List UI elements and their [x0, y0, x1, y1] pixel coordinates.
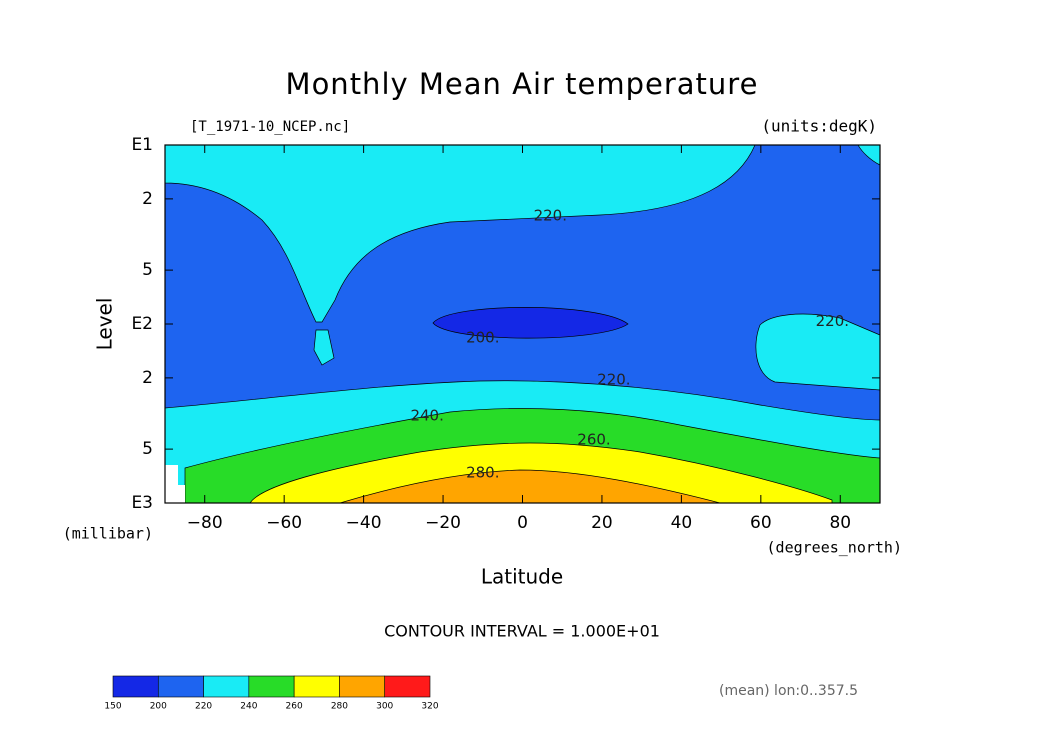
- contour-label: 200.: [466, 329, 499, 347]
- contour-fill: [339, 469, 721, 504]
- x-tick-label: 60: [750, 513, 772, 533]
- y-axis-label: Level: [93, 298, 117, 351]
- missing-data: [165, 465, 185, 503]
- units: (units:degK): [761, 117, 877, 136]
- colorbar-label: 200: [150, 702, 167, 712]
- contour-label: 220.: [816, 312, 849, 330]
- contour-fill: [755, 313, 881, 391]
- contour-interval: CONTOUR INTERVAL = 1.000E+01: [384, 622, 660, 641]
- contour-fill: [432, 307, 629, 339]
- x-tick-label: −80: [187, 513, 223, 533]
- contour-label: 280.: [466, 463, 499, 481]
- colorbar-label: 240: [240, 702, 257, 712]
- colorbar-label: 220: [195, 702, 212, 712]
- colorbar-label: 320: [421, 702, 438, 712]
- x-tick-label: 0: [517, 513, 528, 533]
- colorbar-swatch: [384, 675, 431, 698]
- y-tick-label: 2: [142, 189, 153, 209]
- x-tick-label: 20: [591, 513, 613, 533]
- plot-area: 220. 200. 220. 220. 240. 260. 280.: [164, 144, 881, 504]
- contour-fill: [313, 329, 335, 366]
- contour-fill: [164, 144, 756, 323]
- y-unit: (millibar): [63, 525, 153, 543]
- colorbar-swatch: [293, 675, 340, 698]
- x-axis-label: Latitude: [481, 565, 563, 589]
- contour-label: 220.: [597, 371, 630, 389]
- colorbar-label: 300: [376, 702, 393, 712]
- y-tick-label: 5: [142, 439, 153, 459]
- contour-label: 220.: [534, 207, 567, 225]
- contour-label: 240.: [410, 407, 443, 425]
- colorbar-swatch: [112, 675, 159, 698]
- colorbar-swatch: [157, 675, 204, 698]
- colorbar-label: 260: [286, 702, 303, 712]
- y-tick-label: 5: [142, 260, 153, 280]
- x-tick-label: −40: [346, 513, 382, 533]
- y-tick-label: E1: [131, 135, 153, 155]
- y-tick-label: E2: [131, 314, 153, 334]
- subtitle: [T_1971-10_NCEP.nc]: [190, 119, 350, 135]
- annotation: (mean) lon:0..357.5: [719, 683, 858, 699]
- chart-title: Monthly Mean Air temperature: [286, 67, 759, 101]
- x-tick-label: −60: [266, 513, 302, 533]
- colorbar-swatch: [203, 675, 250, 698]
- colorbar-swatch: [339, 675, 386, 698]
- colorbar-label: 280: [331, 702, 348, 712]
- y-tick-label: 2: [142, 368, 153, 388]
- colorbar-swatch: [248, 675, 295, 698]
- x-tick-label: 40: [671, 513, 693, 533]
- y-tick-label: E3: [131, 493, 153, 513]
- x-tick-label: −20: [425, 513, 461, 533]
- contour-label: 260.: [577, 431, 610, 449]
- x-unit: (degrees_north): [767, 539, 902, 557]
- x-tick-label: 80: [829, 513, 851, 533]
- colorbar-label: 150: [104, 702, 121, 712]
